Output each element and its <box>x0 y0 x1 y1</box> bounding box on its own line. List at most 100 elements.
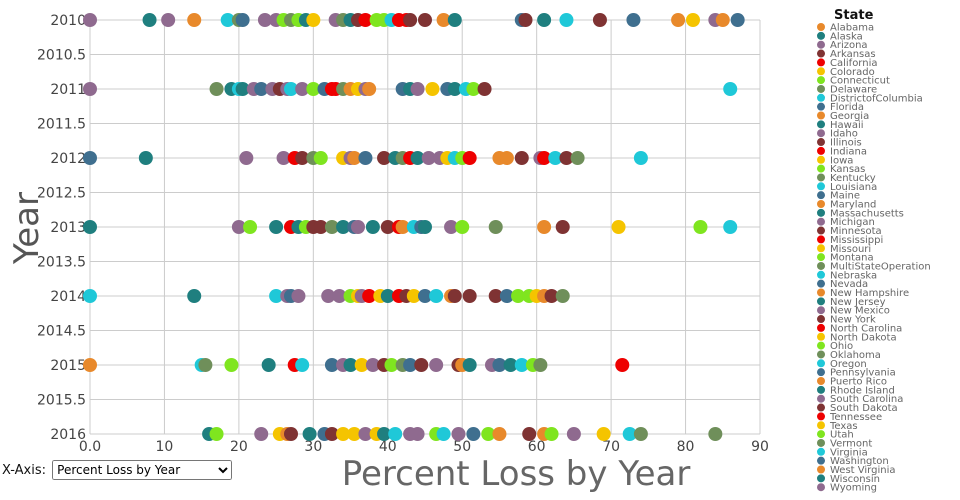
data-point[interactable] <box>555 289 570 303</box>
data-point[interactable] <box>537 151 552 165</box>
data-point[interactable] <box>358 427 373 441</box>
data-point[interactable] <box>377 427 392 441</box>
data-point[interactable] <box>235 13 250 27</box>
data-point[interactable] <box>257 13 272 27</box>
data-point[interactable] <box>313 220 328 234</box>
data-point[interactable] <box>466 82 481 96</box>
data-point[interactable] <box>514 151 529 165</box>
data-point[interactable] <box>83 220 97 234</box>
data-point[interactable] <box>466 427 481 441</box>
data-point[interactable] <box>161 13 176 27</box>
data-point[interactable] <box>566 427 581 441</box>
data-point[interactable] <box>410 151 425 165</box>
data-point[interactable] <box>239 151 254 165</box>
data-point[interactable] <box>429 289 444 303</box>
data-point[interactable] <box>187 13 202 27</box>
data-point[interactable] <box>410 82 425 96</box>
data-point[interactable] <box>291 289 306 303</box>
data-point[interactable] <box>559 151 574 165</box>
data-point[interactable] <box>537 13 552 27</box>
data-point[interactable] <box>231 220 246 234</box>
data-point[interactable] <box>347 151 362 165</box>
data-point[interactable] <box>284 82 298 96</box>
data-point[interactable] <box>198 358 213 372</box>
data-point[interactable] <box>414 358 429 372</box>
data-point[interactable] <box>514 358 529 372</box>
data-point[interactable] <box>596 427 611 441</box>
data-point[interactable] <box>354 358 369 372</box>
data-point[interactable] <box>730 13 745 27</box>
data-point[interactable] <box>83 82 97 96</box>
data-point[interactable] <box>362 82 377 96</box>
data-point[interactable] <box>351 220 365 234</box>
data-point[interactable] <box>522 427 537 441</box>
data-point[interactable] <box>436 427 451 441</box>
data-point[interactable] <box>708 427 723 441</box>
data-point[interactable] <box>269 220 284 234</box>
data-point[interactable] <box>481 427 496 441</box>
data-point[interactable] <box>511 289 526 303</box>
data-point[interactable] <box>347 427 362 441</box>
data-point[interactable] <box>83 151 97 165</box>
data-point[interactable] <box>503 358 518 372</box>
data-point[interactable] <box>83 289 97 303</box>
data-point[interactable] <box>324 220 339 234</box>
data-point[interactable] <box>462 289 477 303</box>
data-point[interactable] <box>295 358 310 372</box>
xaxis-select[interactable]: Percent Loss by Year <box>52 460 233 480</box>
data-point[interactable] <box>362 289 377 303</box>
data-point[interactable] <box>425 82 440 96</box>
data-point[interactable] <box>306 82 321 96</box>
data-point[interactable] <box>332 289 347 303</box>
data-point[interactable] <box>447 289 462 303</box>
data-point[interactable] <box>395 220 410 234</box>
data-point[interactable] <box>418 220 432 234</box>
data-point[interactable] <box>324 358 339 372</box>
data-point[interactable] <box>254 427 269 441</box>
data-point[interactable] <box>421 151 436 165</box>
data-point[interactable] <box>715 13 730 27</box>
data-point[interactable] <box>686 13 700 27</box>
data-point[interactable] <box>418 289 432 303</box>
data-point[interactable] <box>559 13 574 27</box>
data-point[interactable] <box>693 220 708 234</box>
data-point[interactable] <box>410 427 425 441</box>
data-point[interactable] <box>365 220 380 234</box>
data-point[interactable] <box>462 151 477 165</box>
data-point[interactable] <box>723 220 738 234</box>
data-point[interactable] <box>388 427 403 441</box>
data-point[interactable] <box>406 289 421 303</box>
data-point[interactable] <box>488 220 503 234</box>
data-point[interactable] <box>243 220 258 234</box>
data-point[interactable] <box>444 220 459 234</box>
data-point[interactable] <box>321 289 336 303</box>
data-point[interactable] <box>377 151 392 165</box>
data-point[interactable] <box>403 358 418 372</box>
data-point[interactable] <box>138 151 153 165</box>
data-point[interactable] <box>209 82 224 96</box>
data-point[interactable] <box>518 13 533 27</box>
data-point[interactable] <box>544 427 559 441</box>
data-point[interactable] <box>336 220 351 234</box>
data-point[interactable] <box>447 13 462 27</box>
data-point[interactable] <box>451 427 466 441</box>
data-point[interactable] <box>313 151 328 165</box>
data-point[interactable] <box>436 13 451 27</box>
data-point[interactable] <box>455 220 470 234</box>
data-point[interactable] <box>477 82 492 96</box>
data-point[interactable] <box>418 13 432 27</box>
data-point[interactable] <box>187 289 202 303</box>
data-point[interactable] <box>254 82 269 96</box>
data-point[interactable] <box>142 13 157 27</box>
data-point[interactable] <box>343 358 358 372</box>
data-point[interactable] <box>358 13 373 27</box>
data-point[interactable] <box>380 220 395 234</box>
data-point[interactable] <box>537 220 552 234</box>
data-point[interactable] <box>429 358 444 372</box>
data-point[interactable] <box>269 289 284 303</box>
data-point[interactable] <box>220 13 235 27</box>
data-point[interactable] <box>499 289 514 303</box>
data-point[interactable] <box>384 358 399 372</box>
data-point[interactable] <box>533 358 548 372</box>
data-point[interactable] <box>365 358 380 372</box>
